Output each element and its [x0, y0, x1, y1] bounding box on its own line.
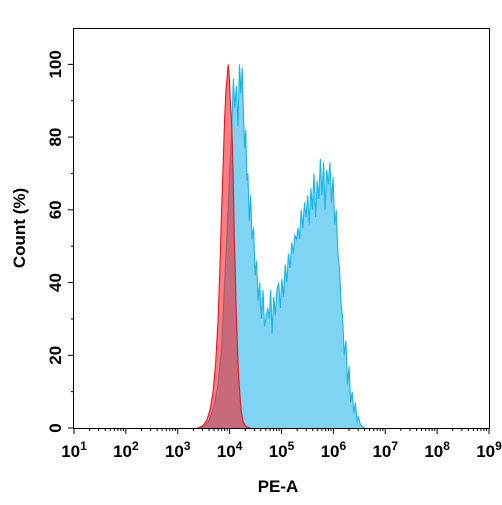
y-tick-label: 80 — [46, 128, 65, 147]
histogram-series-2-fill — [197, 64, 251, 429]
y-axis-title: Count (%) — [10, 188, 29, 268]
x-tick-label: 104 — [217, 439, 243, 461]
x-axis-title: PE-A — [258, 477, 299, 496]
x-axis: 101 102 103 104 105 106 107 108 109 — [61, 428, 502, 461]
x-tick-label: 109 — [476, 439, 502, 461]
x-tick-label: 108 — [424, 439, 450, 461]
histogram-series-2-outline — [197, 64, 251, 429]
plot-area — [197, 64, 365, 429]
x-tick-label: 106 — [321, 439, 347, 461]
x-tick-label: 103 — [165, 439, 191, 461]
histogram-series-1-outline — [198, 64, 365, 429]
y-tick-label: 60 — [46, 200, 65, 219]
y-tick-label: 20 — [46, 346, 65, 365]
x-tick-label: 101 — [61, 439, 87, 461]
y-tick-label: 0 — [46, 423, 65, 432]
y-tick-label: 40 — [46, 273, 65, 292]
x-tick-label: 105 — [269, 439, 295, 461]
x-tick-label: 107 — [372, 439, 398, 461]
histogram-series-1-fill — [198, 64, 365, 429]
x-tick-label: 102 — [113, 439, 139, 461]
y-tick-label: 100 — [46, 50, 65, 78]
y-axis: 0 20 40 60 80 100 — [46, 50, 74, 433]
